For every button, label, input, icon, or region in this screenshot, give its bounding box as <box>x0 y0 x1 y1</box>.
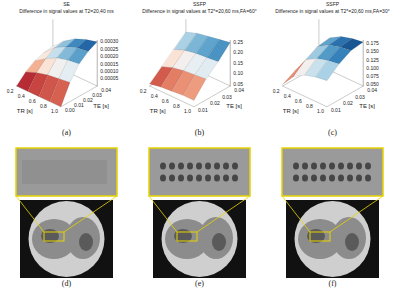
svg-text:0.15: 0.15 <box>233 60 243 66</box>
svg-text:0.00020: 0.00020 <box>100 53 118 59</box>
svg-text:0.2: 0.2 <box>273 88 280 94</box>
svg-text:0.04: 0.04 <box>234 87 244 93</box>
svg-text:0.4: 0.4 <box>151 93 158 99</box>
svg-text:0.25: 0.25 <box>233 39 243 45</box>
svg-text:TR [s]: TR [s] <box>150 108 166 114</box>
svg-text:TE [s]: TE [s] <box>359 103 375 109</box>
svg-text:0.100: 0.100 <box>366 65 379 71</box>
html-text:Difference in signal values at: Difference in signal values at T2=20,40 … <box>19 7 114 14</box>
svg-text:0.03: 0.03 <box>355 94 365 100</box>
svg-text:1.0: 1.0 <box>184 108 191 114</box>
svg-text:0.20: 0.20 <box>233 49 243 55</box>
svg-text:0.04: 0.04 <box>101 87 111 93</box>
html-text:(f): (f) <box>328 279 337 288</box>
svg-text:0.175: 0.175 <box>366 40 379 46</box>
svg-text:0.050: 0.050 <box>366 81 379 87</box>
svg-text:0.00025: 0.00025 <box>100 46 118 52</box>
svg-text:0.00030: 0.00030 <box>100 38 118 44</box>
svg-text:0.6: 0.6 <box>29 98 36 104</box>
svg-text:0.02: 0.02 <box>83 97 93 103</box>
html-text:SSFP: SSFP <box>193 1 206 7</box>
svg-text:TE [s]: TE [s] <box>226 103 242 109</box>
html-text:Difference in signal values at: Difference in signal values at T2*=20,60… <box>275 7 390 14</box>
html-text:SSFP: SSFP <box>326 1 339 7</box>
svg-text:TR [s]: TR [s] <box>283 108 299 114</box>
svg-text:0.2: 0.2 <box>7 88 14 94</box>
svg-text:0.075: 0.075 <box>366 73 379 79</box>
svg-text:0.2: 0.2 <box>140 88 147 94</box>
svg-text:TR [s]: TR [s] <box>17 108 33 114</box>
svg-text:0.00: 0.00 <box>65 107 75 113</box>
svg-text:0.00015: 0.00015 <box>100 61 118 67</box>
svg-text:0.05: 0.05 <box>233 81 243 87</box>
html-text:(e): (e) <box>195 279 204 288</box>
svg-text:0.150: 0.150 <box>366 48 379 54</box>
svg-text:0.8: 0.8 <box>173 103 180 109</box>
svg-text:0.01: 0.01 <box>331 107 341 113</box>
svg-text:0.6: 0.6 <box>162 98 169 104</box>
svg-text:0.6: 0.6 <box>295 98 302 104</box>
svg-text:0.00010: 0.00010 <box>100 68 118 74</box>
svg-text:0.04: 0.04 <box>367 87 377 93</box>
svg-text:0.01: 0.01 <box>198 107 208 113</box>
svg-text:0.8: 0.8 <box>40 103 47 109</box>
svg-text:0.01: 0.01 <box>74 102 84 108</box>
svg-text:0.02: 0.02 <box>343 100 353 106</box>
svg-text:0.03: 0.03 <box>222 94 232 100</box>
html-text:(c): (c) <box>328 128 337 137</box>
svg-text:1.0: 1.0 <box>51 108 58 114</box>
svg-text:TE [s]: TE [s] <box>93 103 109 109</box>
svg-text:0.10: 0.10 <box>233 70 243 76</box>
svg-text:0.02: 0.02 <box>210 100 220 106</box>
html-text:(b): (b) <box>194 128 205 137</box>
svg-text:0.00005: 0.00005 <box>100 75 118 81</box>
html-text:SE: SE <box>63 1 70 7</box>
svg-text:0.8: 0.8 <box>306 103 313 109</box>
html-text:(d): (d) <box>61 279 72 288</box>
svg-text:0.03: 0.03 <box>92 92 102 98</box>
svg-text:1.0: 1.0 <box>317 108 324 114</box>
html-text:(a): (a) <box>62 128 71 137</box>
html-text:Difference in signal values at: Difference in signal values at T2*=20,60… <box>142 7 257 14</box>
svg-text:0.4: 0.4 <box>284 93 291 99</box>
svg-text:0.125: 0.125 <box>366 57 379 63</box>
svg-text:0.4: 0.4 <box>18 93 25 99</box>
